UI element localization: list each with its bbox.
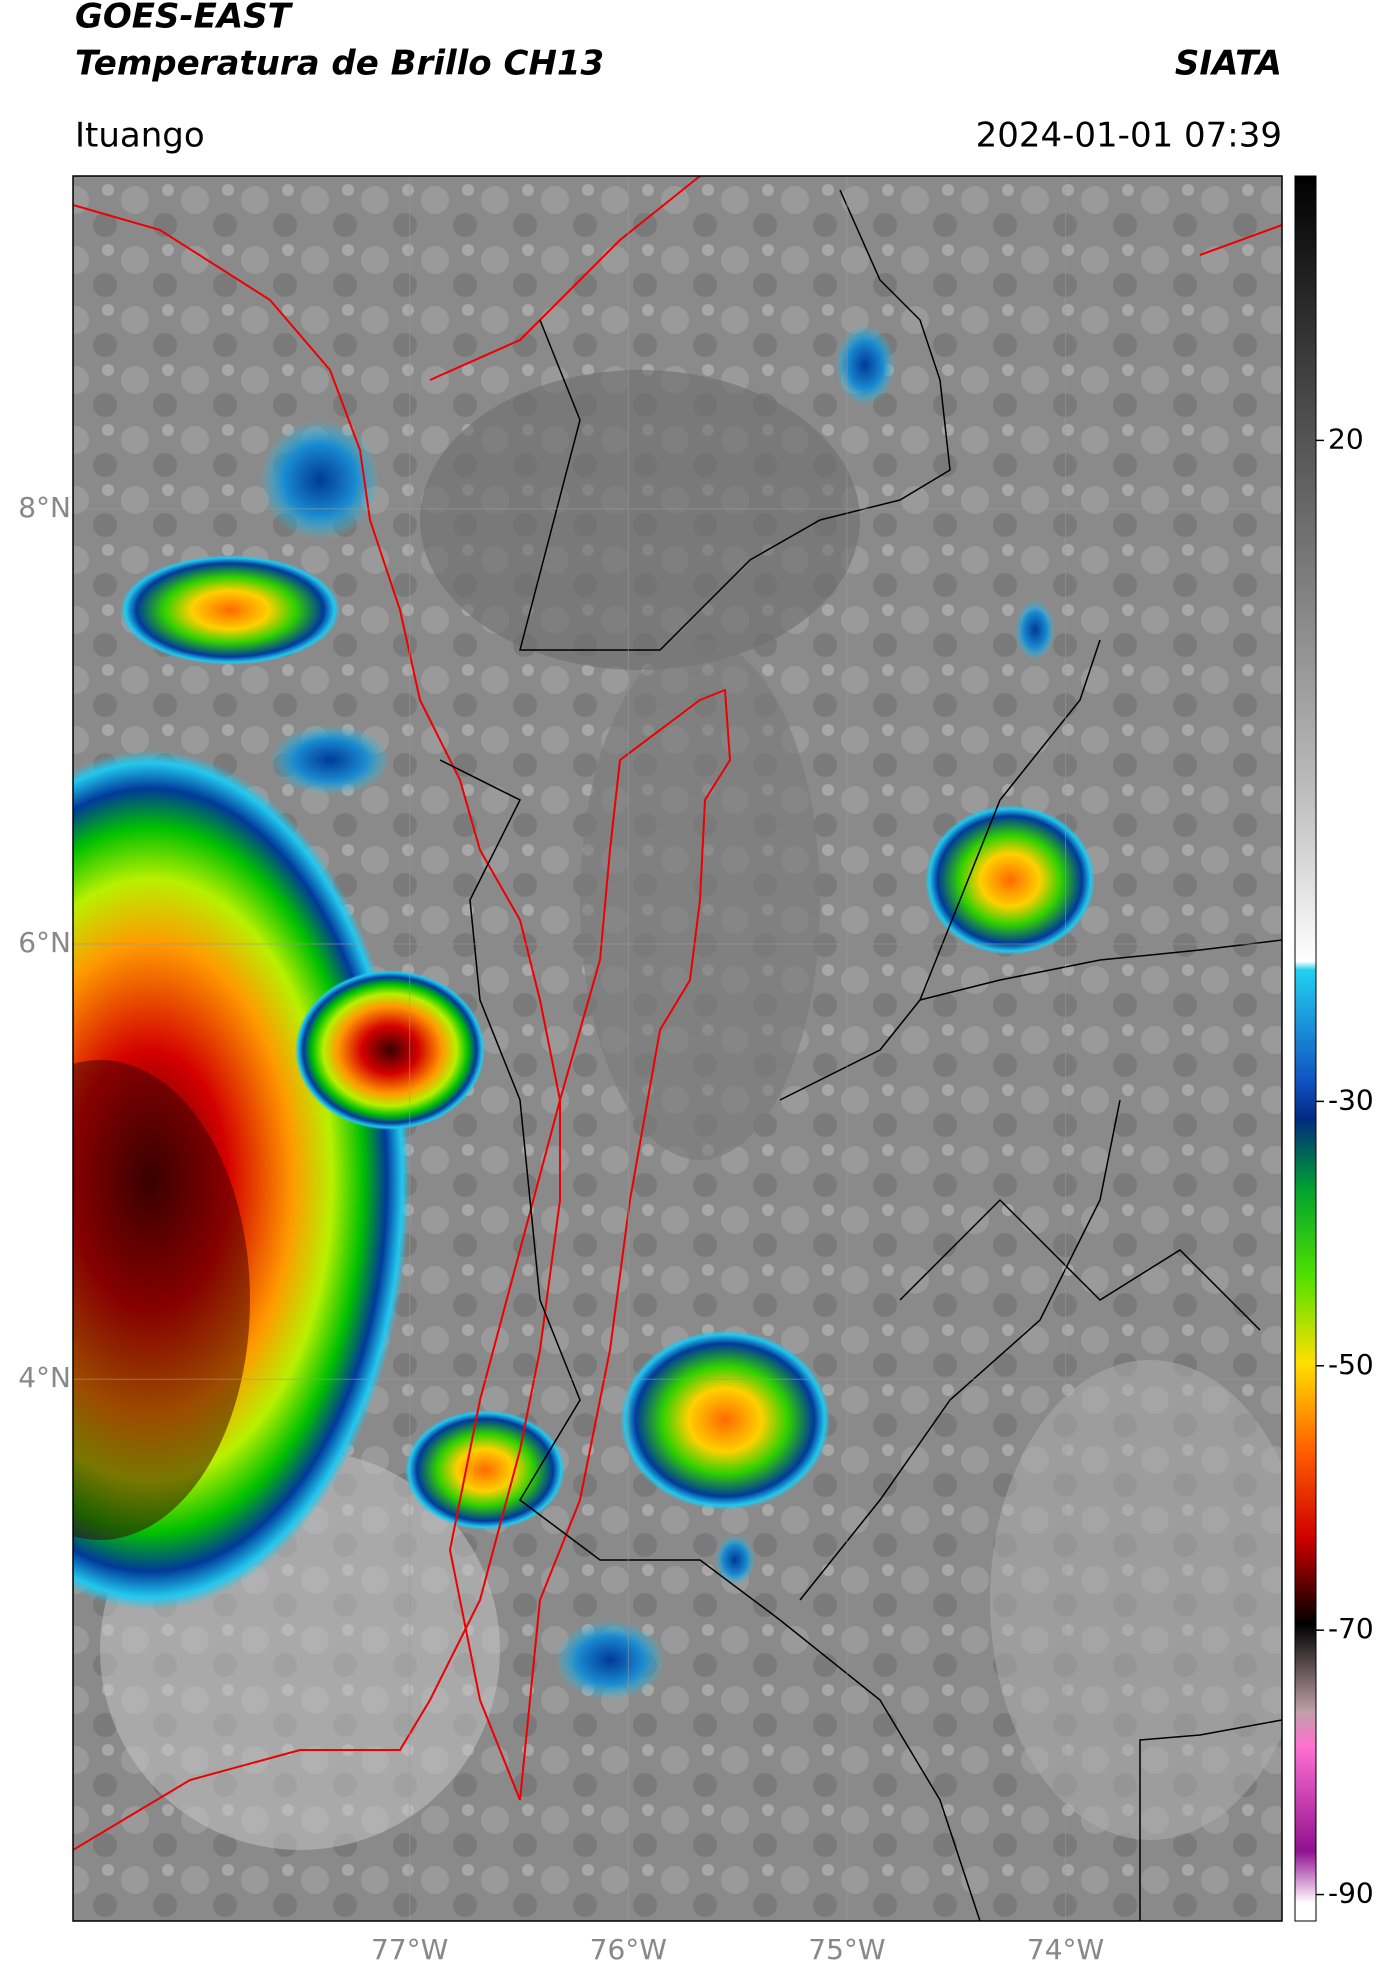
colorbar-tick-label: -30 bbox=[1328, 1083, 1374, 1116]
y-tick-label: 8°N bbox=[18, 491, 71, 524]
x-tick-label: 77°W bbox=[371, 1933, 448, 1966]
x-tick-label: 74°W bbox=[1027, 1933, 1104, 1966]
source: SIATA bbox=[1175, 44, 1282, 84]
graticule bbox=[73, 176, 1282, 1921]
title: GOES-EAST bbox=[75, 0, 294, 37]
x-tick-label: 76°W bbox=[590, 1933, 667, 1966]
colorbar-tick-label: -90 bbox=[1328, 1877, 1374, 1910]
colorbar-tick-label: -70 bbox=[1328, 1612, 1374, 1645]
y-tick-label: 4°N bbox=[18, 1361, 71, 1394]
colorbar-tick-label: -50 bbox=[1328, 1348, 1374, 1381]
datetime: 2024-01-01 07:39 bbox=[976, 116, 1282, 156]
subtitle: Temperatura de Brillo CH13 bbox=[75, 44, 604, 84]
colorbar-tick-label: 20 bbox=[1328, 422, 1364, 455]
x-tick-label: 75°W bbox=[808, 1933, 885, 1966]
y-tick-label: 6°N bbox=[18, 926, 71, 959]
satellite-image bbox=[73, 176, 1282, 1921]
map-frame bbox=[72, 175, 1283, 1922]
colorbar bbox=[1294, 175, 1317, 1922]
location: Ituango bbox=[75, 116, 205, 156]
